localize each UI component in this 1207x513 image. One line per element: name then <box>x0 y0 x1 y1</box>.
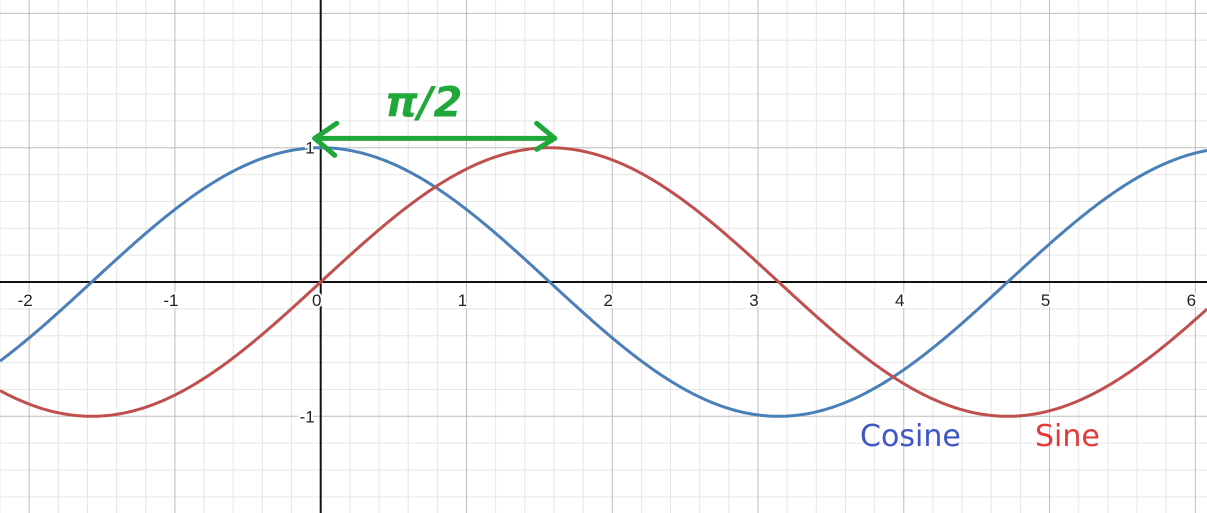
sine-curve <box>0 146 1207 418</box>
cosine-label: Cosine <box>860 419 961 454</box>
sine-label: Sine <box>1035 419 1100 454</box>
arrow-head-right <box>534 120 558 152</box>
curve-labels: Cosine Sine <box>860 419 1100 454</box>
y-tick-label: -1 <box>300 407 315 426</box>
x-tick-label: 6 <box>1187 291 1196 310</box>
x-tick-label: -2 <box>18 291 33 310</box>
x-tick-label: 3 <box>749 291 758 310</box>
half-pi-arrow: π/2 <box>312 77 558 158</box>
curves <box>0 146 1207 418</box>
x-tick-label: 5 <box>1041 291 1050 310</box>
x-tick-label: 1 <box>458 291 467 310</box>
y-tick-label: 1 <box>305 139 314 158</box>
x-tick-label: -1 <box>163 291 178 310</box>
tick-labels: -2 -1 0 1 2 3 4 5 6 1 -1 <box>16 137 1198 429</box>
annotation: π/2 <box>312 77 558 158</box>
arrow-head-left <box>312 120 340 158</box>
x-tick-label: 0 <box>312 291 321 310</box>
half-pi-label: π/2 <box>385 77 463 126</box>
x-tick-label: 4 <box>895 291 904 310</box>
x-tick-label: 2 <box>604 291 613 310</box>
cosine-curve <box>0 146 1207 418</box>
